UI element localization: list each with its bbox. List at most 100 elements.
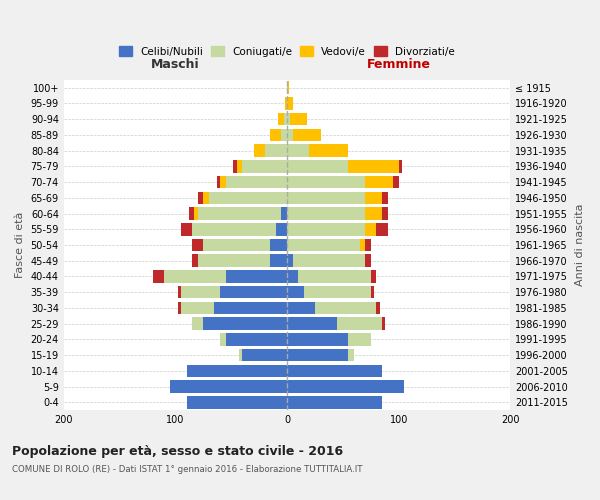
Bar [287, 144, 310, 157]
Bar [290, 113, 307, 126]
Bar [233, 160, 237, 172]
Bar [365, 238, 371, 252]
Bar [287, 160, 349, 172]
Bar [198, 254, 271, 267]
Bar [287, 333, 349, 345]
Bar [242, 160, 287, 172]
Bar [398, 160, 402, 172]
Bar [287, 286, 304, 298]
Bar [349, 333, 371, 345]
Bar [170, 380, 287, 393]
Bar [382, 192, 388, 204]
Y-axis label: Anni di nascita: Anni di nascita [575, 204, 585, 286]
Bar [287, 318, 337, 330]
Bar [287, 302, 315, 314]
Bar [349, 160, 398, 172]
Bar [371, 270, 376, 282]
Bar [220, 333, 226, 345]
Bar [382, 318, 385, 330]
Bar [226, 333, 287, 345]
Bar [220, 286, 287, 298]
Bar [278, 113, 284, 126]
Bar [254, 144, 265, 157]
Bar [192, 254, 198, 267]
Bar [217, 176, 220, 188]
Bar [226, 176, 287, 188]
Bar [365, 223, 376, 235]
Bar [310, 144, 349, 157]
Bar [287, 396, 382, 408]
Bar [349, 349, 354, 362]
Bar [298, 270, 371, 282]
Bar [293, 128, 320, 141]
Bar [337, 318, 382, 330]
Bar [281, 128, 287, 141]
Bar [189, 207, 194, 220]
Legend: Celibi/Nubili, Coniugati/e, Vedovi/e, Divorziati/e: Celibi/Nubili, Coniugati/e, Vedovi/e, Di… [115, 42, 459, 60]
Bar [287, 380, 404, 393]
Bar [287, 349, 349, 362]
Bar [287, 207, 365, 220]
Bar [287, 270, 298, 282]
Bar [287, 254, 293, 267]
Bar [214, 302, 287, 314]
Text: Femmine: Femmine [367, 58, 431, 71]
Bar [198, 192, 203, 204]
Bar [287, 223, 365, 235]
Bar [271, 128, 281, 141]
Bar [382, 207, 388, 220]
Bar [371, 286, 374, 298]
Bar [281, 207, 287, 220]
Bar [192, 223, 276, 235]
Bar [198, 207, 281, 220]
Bar [315, 302, 376, 314]
Bar [365, 207, 382, 220]
Bar [376, 302, 380, 314]
Bar [181, 286, 220, 298]
Bar [237, 160, 242, 172]
Bar [265, 144, 287, 157]
Y-axis label: Fasce di età: Fasce di età [15, 212, 25, 278]
Bar [209, 192, 287, 204]
Bar [242, 349, 287, 362]
Bar [287, 192, 365, 204]
Bar [287, 176, 365, 188]
Text: COMUNE DI ROLO (RE) - Dati ISTAT 1° gennaio 2016 - Elaborazione TUTTITALIA.IT: COMUNE DI ROLO (RE) - Dati ISTAT 1° genn… [12, 466, 362, 474]
Bar [359, 238, 365, 252]
Bar [276, 223, 287, 235]
Bar [287, 238, 359, 252]
Bar [220, 176, 226, 188]
Bar [187, 396, 287, 408]
Bar [178, 286, 181, 298]
Bar [181, 302, 214, 314]
Bar [181, 223, 192, 235]
Bar [194, 207, 198, 220]
Bar [376, 223, 388, 235]
Bar [271, 238, 287, 252]
Bar [192, 238, 203, 252]
Bar [293, 254, 365, 267]
Bar [203, 238, 271, 252]
Bar [304, 286, 371, 298]
Bar [203, 192, 209, 204]
Bar [187, 364, 287, 377]
Bar [285, 97, 287, 110]
Bar [192, 318, 203, 330]
Bar [178, 302, 181, 314]
Bar [393, 176, 398, 188]
Bar [365, 192, 382, 204]
Bar [164, 270, 226, 282]
Bar [153, 270, 164, 282]
Bar [284, 113, 287, 126]
Bar [271, 254, 287, 267]
Bar [287, 97, 293, 110]
Bar [287, 364, 382, 377]
Bar [365, 254, 371, 267]
Bar [287, 82, 289, 94]
Bar [226, 270, 287, 282]
Bar [365, 176, 393, 188]
Text: Popolazione per età, sesso e stato civile - 2016: Popolazione per età, sesso e stato civil… [12, 445, 343, 458]
Bar [287, 113, 290, 126]
Bar [287, 128, 293, 141]
Text: Maschi: Maschi [151, 58, 200, 71]
